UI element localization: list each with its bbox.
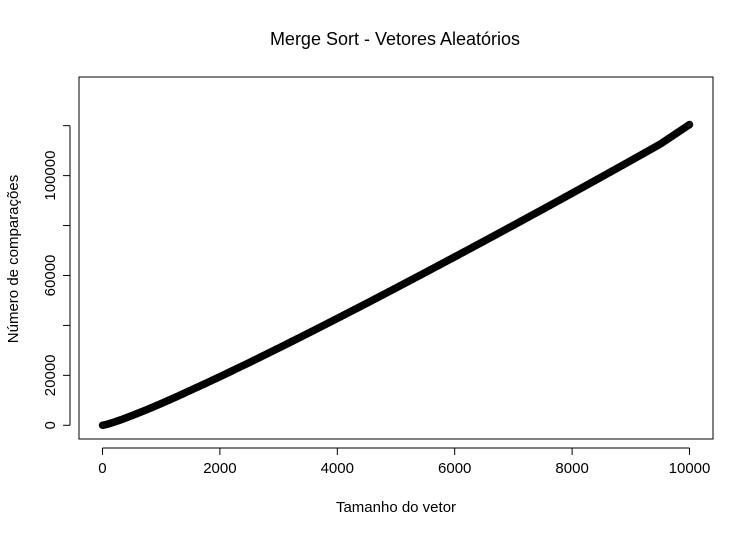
y-tick-label: 100000 xyxy=(42,151,59,201)
data-point xyxy=(685,120,694,129)
y-axis-label: Número de comparações xyxy=(5,175,22,343)
y-axis: 0 20000 60000 100000 xyxy=(42,125,71,429)
chart-title: Merge Sort - Vetores Aleatórios xyxy=(270,29,520,49)
x-tick-label: 8000 xyxy=(555,460,588,477)
plot-frame xyxy=(78,76,714,440)
y-tick-label: 20000 xyxy=(42,354,59,396)
x-axis: 0 2000 4000 6000 8000 10000 xyxy=(98,447,711,477)
data-points xyxy=(98,120,694,430)
y-tick-label: 0 xyxy=(42,421,59,429)
x-tick-label: 2000 xyxy=(203,460,236,477)
x-tick-label: 10000 xyxy=(669,460,711,477)
x-tick-label: 4000 xyxy=(321,460,354,477)
x-axis-label: Tamanho do vetor xyxy=(336,499,456,516)
y-tick-label: 60000 xyxy=(42,255,59,297)
x-tick-label: 6000 xyxy=(438,460,471,477)
x-tick-label: 0 xyxy=(98,460,106,477)
